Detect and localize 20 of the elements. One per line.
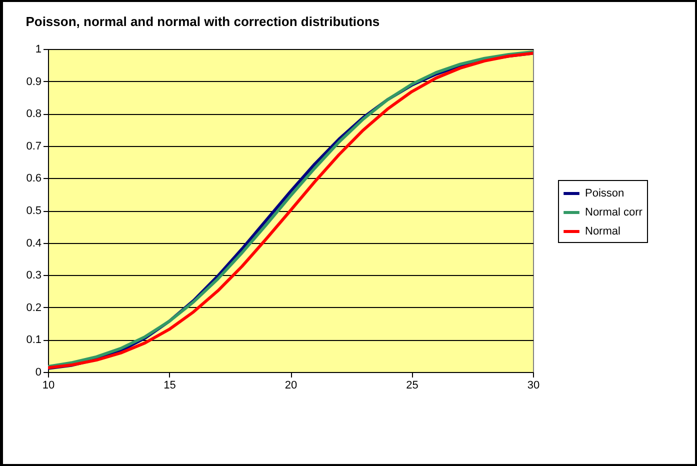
y-tick-label: 0.7 [26, 140, 42, 152]
y-tick-label: 0.1 [26, 334, 42, 346]
y-tick-label: 0.3 [26, 270, 42, 282]
y-tick-label: 1 [35, 44, 42, 56]
y-tick-label: 0.9 [26, 76, 42, 88]
x-tick-label: 20 [284, 380, 298, 392]
legend-label: Normal corr [585, 206, 643, 218]
y-tick-label: 0.2 [26, 302, 42, 314]
legend-label: Poisson [585, 188, 624, 200]
x-tick-label: 15 [164, 380, 176, 392]
y-tick-label: 0.8 [26, 108, 42, 120]
x-tick-label: 30 [527, 380, 540, 392]
x-tick-label: 10 [42, 380, 55, 392]
chart-title: Poisson, normal and normal with correction distributions [26, 14, 380, 29]
legend-label: Normal [585, 226, 620, 238]
x-tick-label: 25 [406, 380, 418, 392]
y-tick-label: 0.6 [26, 172, 42, 185]
y-tick-label: 0 [35, 366, 42, 378]
y-tick-label: 0.5 [26, 205, 42, 217]
y-tick-label: 0.4 [26, 237, 42, 250]
